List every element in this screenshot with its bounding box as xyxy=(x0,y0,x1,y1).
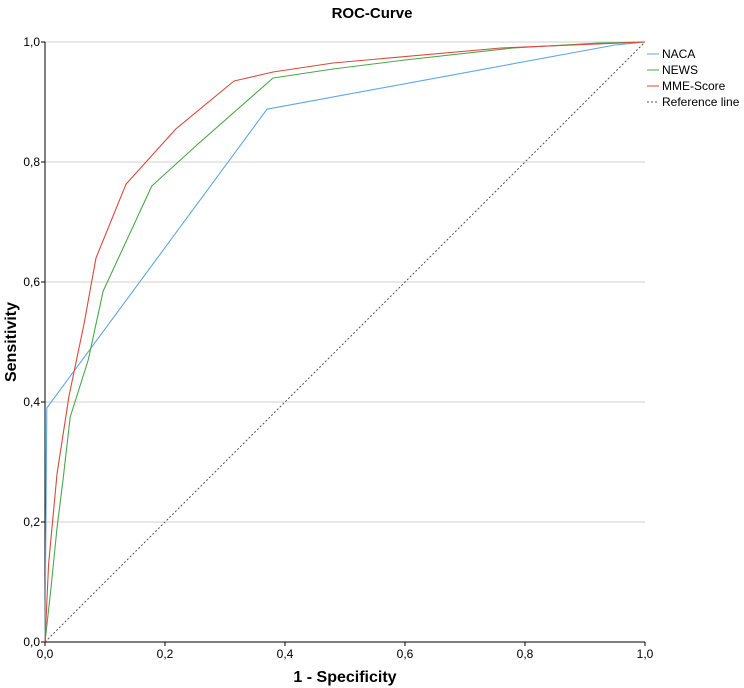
series-line-news xyxy=(44,41,646,643)
x-tick-label-4: 0,8 xyxy=(517,647,534,661)
roc-series xyxy=(44,41,646,643)
axes xyxy=(44,42,645,643)
y-tick-label-0: 0,0 xyxy=(23,635,40,649)
x-tick-label-1: 0,2 xyxy=(157,647,174,661)
legend-label-mme-score: MME-Score xyxy=(662,79,726,93)
y-tick-label-4: 0,8 xyxy=(23,155,40,169)
x-tick-label-3: 0,6 xyxy=(397,647,414,661)
y-tick-label-5: 1,0 xyxy=(23,35,40,49)
series-line-naca xyxy=(44,41,646,643)
x-tick-label-2: 0,4 xyxy=(277,647,294,661)
y-tick-label-2: 0,4 xyxy=(23,395,40,409)
legend-label-news: NEWS xyxy=(662,63,698,77)
series-line-mme-score xyxy=(44,41,646,643)
legend: NACA NEWS MME-Score Reference line xyxy=(647,47,740,109)
grid-lines xyxy=(45,41,645,523)
x-tick-label-0: 0,0 xyxy=(37,647,54,661)
legend-label-naca: NACA xyxy=(662,47,695,61)
chart-title: ROC-Curve xyxy=(332,5,413,22)
series-line-reference-line xyxy=(44,41,646,643)
y-tick-label-3: 0,6 xyxy=(23,275,40,289)
y-axis-title: Sensitivity xyxy=(3,302,20,382)
legend-label-reference-line: Reference line xyxy=(662,95,740,109)
y-tick-label-1: 0,2 xyxy=(23,515,40,529)
tick-labels: 0,0 0,2 0,4 0,6 0,8 1,0 0,0 0,2 0,4 0,6 0,8 1,0 xyxy=(23,35,653,661)
x-tick-label-5: 1,0 xyxy=(637,647,654,661)
x-axis-title: 1 - Specificity xyxy=(293,669,396,686)
